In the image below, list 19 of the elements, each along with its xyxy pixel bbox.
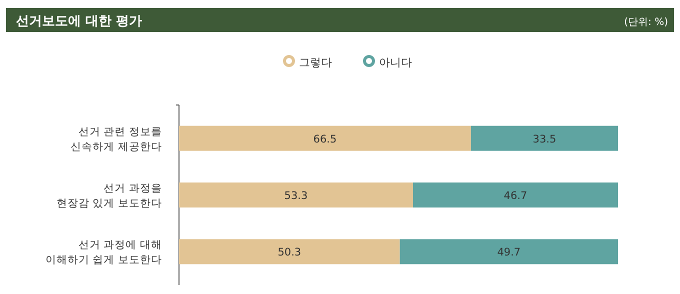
data-label: 33.5 <box>532 133 556 146</box>
bar <box>179 126 471 151</box>
data-label: 46.7 <box>504 190 528 202</box>
bar <box>412 182 618 208</box>
y-tick-label: 선거 과정에 대해 이해하기 쉽게 보도한다 <box>45 239 162 266</box>
bar <box>400 239 618 264</box>
bar <box>179 182 413 208</box>
data-label: 50.3 <box>278 246 302 259</box>
bar <box>470 126 618 151</box>
legend-label: 그렇다 <box>299 56 332 69</box>
legend-label: 아니다 <box>379 56 412 69</box>
y-tick-label: 선거 과정을 현장감 있게 보도한다 <box>56 182 162 210</box>
bar <box>179 239 400 264</box>
data-label: 53.3 <box>284 190 308 202</box>
data-label: 49.7 <box>497 246 521 259</box>
text: (단위: %) <box>624 17 668 28</box>
data-label: 66.5 <box>313 133 337 146</box>
chart-title: 선거보도에 대한 평가 <box>16 14 142 29</box>
y-tick-label: 선거 관련 정보를 신속하게 제공한다 <box>70 126 162 153</box>
